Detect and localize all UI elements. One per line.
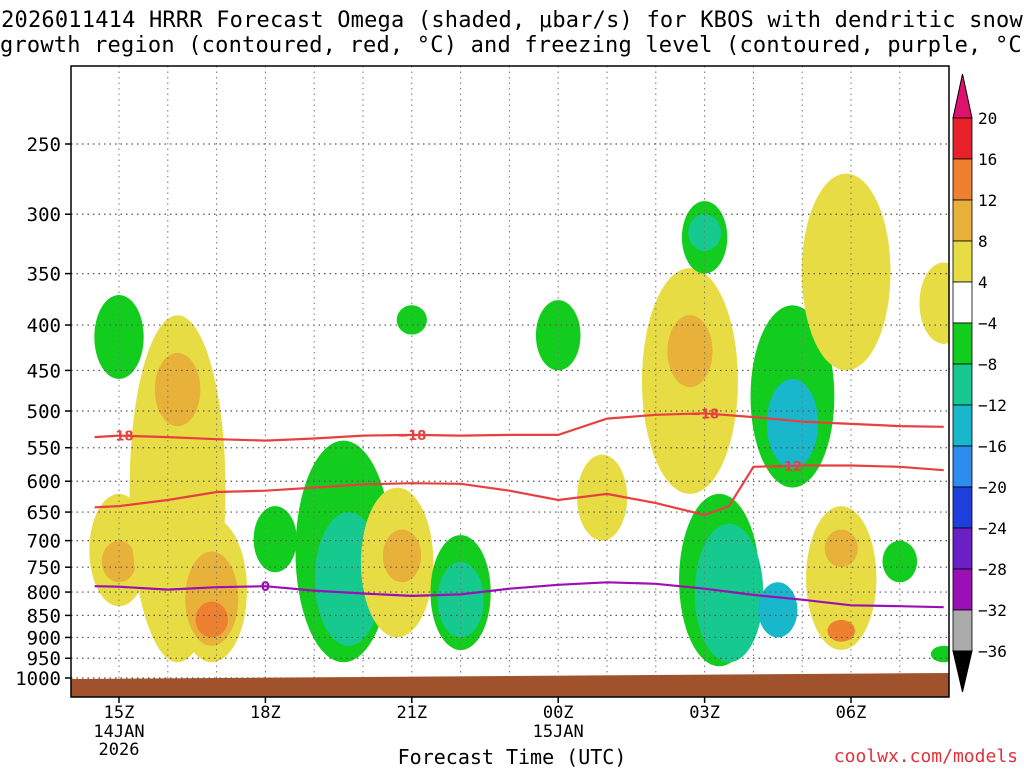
colorbar-label-12: −32 (978, 601, 1007, 620)
colorbar-segment-11 (952, 568, 973, 611)
x-tick-label-03Z: 03Z (689, 703, 720, 723)
omega-shade-16 (535, 300, 581, 371)
y-tick-label-750: 750 (27, 557, 61, 579)
omega-shade-28 (824, 529, 858, 568)
omega-shade-23 (694, 523, 764, 663)
y-tick-label-650: 650 (27, 502, 61, 524)
x-tick-label-21Z: 21Z (396, 703, 427, 723)
contour-label-freezing-level-0-0: 0 (261, 580, 270, 595)
y-tick-label-850: 850 (27, 605, 61, 627)
x-tick-label-00Z: 00Z (543, 703, 574, 723)
colorbar-segment-10 (952, 527, 973, 570)
colorbar-label-0: 20 (978, 109, 997, 128)
colorbar-label-1: 16 (978, 150, 997, 169)
x-tick-label-15Z: 15Z (104, 703, 135, 723)
x-tick-label-06Z: 06Z (836, 703, 867, 723)
omega-shade-30 (801, 173, 891, 371)
site-credit[interactable]: coolwx.com/models (833, 746, 1018, 767)
x-tick-year-15Z: 2026 (99, 740, 140, 760)
contour-label-dgz-minus18-1: −18 (397, 429, 426, 444)
omega-shade-4 (154, 352, 201, 427)
contour-dgz-minus12 (94, 464, 944, 517)
omega-shade-29 (827, 619, 856, 642)
colorbar-label-9: −20 (978, 478, 1007, 497)
contour-dgz-minus18 (94, 412, 944, 442)
colorbar-segment-0 (952, 117, 973, 160)
plot-frame (70, 65, 950, 698)
colorbar-label-2: 12 (978, 191, 997, 210)
omega-shade-7 (195, 601, 228, 638)
x-axis-title: Forecast Time (UTC) (397, 745, 627, 769)
y-tick-label-900: 900 (27, 627, 61, 649)
y-tick-label-250: 250 (27, 134, 61, 156)
omega-shade-24 (758, 582, 798, 638)
colorbar-segment-3 (952, 240, 973, 283)
x-tick-date-00Z: 15JAN (533, 722, 584, 742)
y-tick-label-400: 400 (27, 315, 61, 337)
contour-freezing-level-0 (94, 581, 944, 609)
colorbar-label-5: −4 (978, 314, 997, 333)
y-tick-label-500: 500 (27, 401, 61, 423)
colorbar-segment-6 (952, 363, 973, 406)
colorbar-label-4: 4 (978, 273, 988, 292)
y-tick-label-450: 450 (27, 360, 61, 382)
omega-shade-27 (806, 506, 877, 651)
colorbar-top-arrow (952, 73, 973, 119)
contour-label-dgz-minus18-2: −18 (690, 407, 719, 422)
colorbar-segment-5 (952, 322, 973, 365)
contour-label-dgz-minus18-0: −18 (105, 430, 134, 445)
contour-label-dgz-minus12-0: −12 (773, 460, 802, 475)
chart-title-line1: 2026011414 HRRR Forecast Omega (shaded, … (1, 8, 1023, 33)
colorbar-label-7: −12 (978, 396, 1007, 415)
x-tick-date-15Z: 14JAN (93, 722, 144, 742)
colorbar-segment-2 (952, 199, 973, 242)
omega-shade-19 (667, 315, 713, 388)
y-tick-label-700: 700 (27, 531, 61, 553)
y-tick-label-1000: 1000 (15, 668, 61, 690)
terrain-ground (71, 673, 949, 697)
colorbar-segment-1 (952, 158, 973, 201)
omega-shade-26 (766, 378, 819, 469)
y-tick-label-300: 300 (27, 204, 61, 226)
y-tick-label-950: 950 (27, 648, 61, 670)
y-tick-label-600: 600 (27, 471, 61, 493)
colorbar-label-13: −36 (978, 642, 1007, 661)
chart-title-line2: growth region (contoured, red, °C) and f… (0, 33, 1024, 58)
omega-shade-17 (577, 454, 628, 541)
x-tick-label-18Z: 18Z (250, 703, 281, 723)
colorbar-bottom-arrow (952, 650, 973, 693)
omega-shade-32 (919, 262, 949, 344)
omega-shade-8 (253, 506, 297, 573)
colorbar-label-3: 8 (978, 232, 988, 251)
colorbar-label-8: −16 (978, 437, 1007, 456)
y-tick-label-550: 550 (27, 438, 61, 460)
colorbar-label-6: −8 (978, 355, 997, 374)
y-tick-label-800: 800 (27, 582, 61, 604)
colorbar-segment-12 (952, 609, 973, 652)
y-tick-label-350: 350 (27, 264, 61, 286)
colorbar-segment-9 (952, 486, 973, 529)
colorbar-label-10: −24 (978, 519, 1007, 538)
omega-shade-21 (688, 214, 722, 251)
omega-shade-12 (382, 529, 422, 583)
colorbar-label-11: −28 (978, 560, 1007, 579)
colorbar-segment-4 (952, 281, 973, 324)
colorbar-segment-8 (952, 445, 973, 488)
colorbar-segment-7 (952, 404, 973, 447)
